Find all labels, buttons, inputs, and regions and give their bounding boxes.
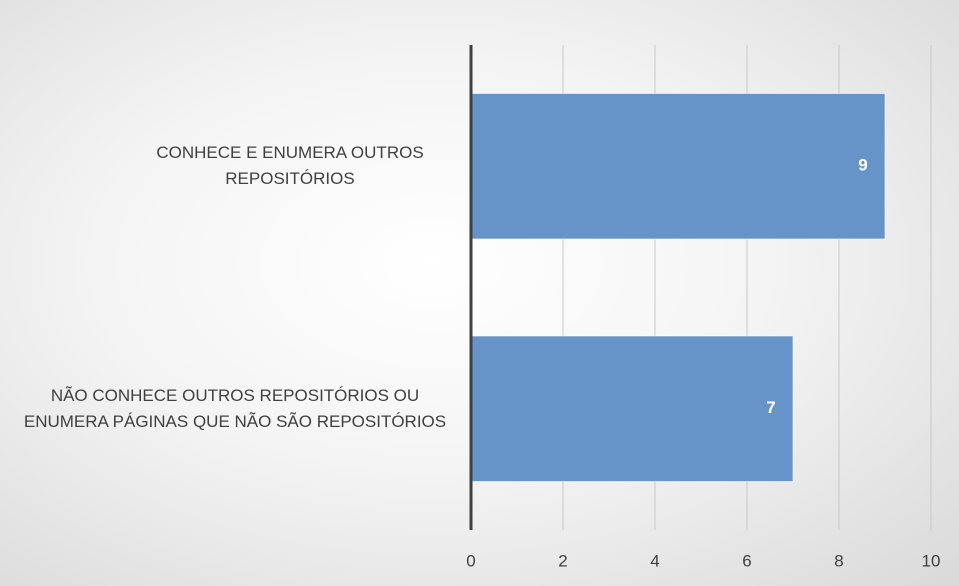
bar — [470, 93, 886, 240]
x-tick-label: 10 — [922, 551, 941, 570]
x-tick-label: 8 — [834, 551, 843, 570]
x-tick-label: 0 — [466, 551, 475, 570]
x-tick-label: 2 — [558, 551, 567, 570]
data-label: 7 — [766, 398, 775, 417]
y-tick-label: NÃO CONHECE OUTROS REPOSITÓRIOS OU ENUME… — [23, 385, 447, 431]
bar — [470, 335, 794, 482]
x-tick-label: 6 — [742, 551, 751, 570]
y-tick-label: CONHECE E ENUMERA OUTROS REPOSITÓRIOS — [156, 143, 424, 189]
x-tick-label: 4 — [650, 551, 659, 570]
data-label: 9 — [858, 156, 867, 175]
